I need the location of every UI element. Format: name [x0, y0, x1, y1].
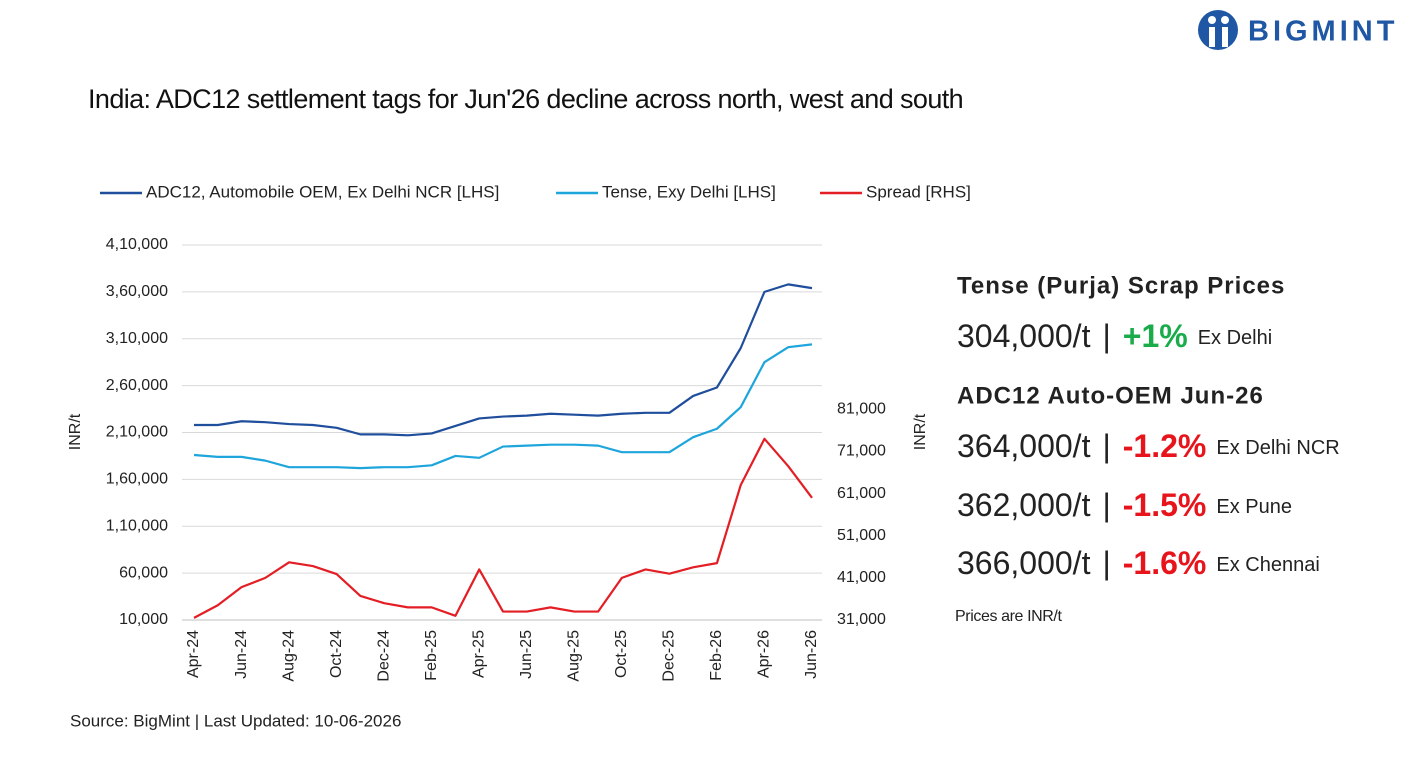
change: +1% — [1123, 318, 1188, 354]
line-series — [193, 437, 813, 619]
y2-tick-label: 81,000 — [837, 401, 886, 418]
price: 304,000/t — [957, 318, 1091, 354]
y-tick-label: 1,60,000 — [106, 471, 168, 488]
place: Ex Chennai — [1216, 554, 1319, 576]
place: Ex Pune — [1216, 496, 1292, 518]
x-tick-label: Apr-24 — [185, 630, 202, 678]
change: -1.2% — [1123, 428, 1207, 464]
y2-tick-label: 51,000 — [837, 527, 886, 544]
separator: | — [1102, 318, 1110, 354]
x-tick-label: Aug-25 — [566, 630, 583, 682]
y2-tick-label: 71,000 — [837, 443, 886, 460]
x-tick-label: Apr-26 — [756, 630, 773, 678]
y2-tick-label: 31,000 — [837, 611, 886, 628]
logo-icon-bar — [1222, 27, 1228, 47]
x-tick-label: Feb-25 — [423, 630, 440, 681]
source: Source: BigMint | Last Updated: 10-06-20… — [70, 711, 401, 730]
panel-heading: Tense (Purja) Scrap Prices — [957, 272, 1285, 299]
y-tick-label: 10,000 — [119, 611, 168, 628]
place: Ex Delhi — [1198, 327, 1272, 349]
y2-axis-label: INR/t — [912, 413, 929, 450]
y-tick-label: 1,10,000 — [106, 517, 168, 534]
change: -1.6% — [1123, 545, 1207, 581]
x-tick-label: Oct-24 — [328, 630, 345, 678]
legend-label: Spread [RHS] — [866, 182, 971, 201]
y2-tick-label: 61,000 — [837, 485, 886, 502]
place: Ex Delhi NCR — [1216, 437, 1339, 459]
panel-row: 304,000/t | +1% Ex Delhi — [957, 318, 1272, 354]
panel-row: 366,000/t | -1.6% Ex Chennai — [957, 545, 1320, 581]
x-tick-label: Feb-26 — [708, 630, 725, 681]
legend-label: Tense, Exy Delhi [LHS] — [602, 182, 776, 201]
x-tick-label: Oct-25 — [613, 630, 630, 678]
x-tick-label: Dec-24 — [375, 630, 392, 682]
brand: BIGMINT — [1248, 16, 1398, 48]
panel-row: 364,000/t | -1.2% Ex Delhi NCR — [957, 428, 1340, 464]
x-tick-label: Jun-25 — [518, 630, 535, 679]
y-tick-label: 3,60,000 — [106, 283, 168, 300]
y2-tick-label: 41,000 — [837, 569, 886, 586]
logo-icon — [1198, 10, 1238, 50]
x-tick-label: Jun-24 — [233, 630, 250, 679]
x-tick-label: Dec-25 — [661, 630, 678, 682]
price: 366,000/t — [957, 545, 1091, 581]
x-tick-label: Aug-24 — [280, 630, 297, 682]
panel-note: Prices are INR/t — [955, 608, 1062, 625]
line-series — [194, 283, 813, 437]
legend-label: ADC12, Automobile OEM, Ex Delhi NCR [LHS… — [146, 182, 499, 201]
y-tick-label: 2,60,000 — [106, 377, 168, 394]
separator: | — [1102, 487, 1110, 523]
separator: | — [1102, 545, 1110, 581]
y-tick-label: 4,10,000 — [106, 236, 168, 253]
x-tick-label: Jun-26 — [803, 630, 820, 679]
y-tick-label: 3,10,000 — [106, 330, 168, 347]
x-tick-label: Apr-25 — [470, 630, 487, 678]
panel-heading: ADC12 Auto-OEM Jun-26 — [957, 382, 1264, 409]
panel-row: 362,000/t | -1.5% Ex Pune — [957, 487, 1292, 523]
chart-title: India: ADC12 settlement tags for Jun'26 … — [88, 84, 963, 114]
logo-icon-dot — [1208, 16, 1216, 24]
logo-icon-dot — [1221, 16, 1229, 24]
price: 362,000/t — [957, 487, 1091, 523]
y-tick-label: 60,000 — [119, 564, 168, 581]
panel: Tense (Purja) Scrap Prices ADC12 Auto-OE… — [955, 272, 1340, 625]
line-series — [193, 343, 813, 470]
logo: BIGMINT — [1198, 10, 1398, 50]
y-tick-label: 2,10,000 — [106, 424, 168, 441]
y-axis-label: INR/t — [67, 413, 84, 450]
separator: | — [1102, 428, 1110, 464]
change: -1.5% — [1123, 487, 1207, 523]
price: 364,000/t — [957, 428, 1091, 464]
logo-icon-bar — [1209, 27, 1215, 47]
